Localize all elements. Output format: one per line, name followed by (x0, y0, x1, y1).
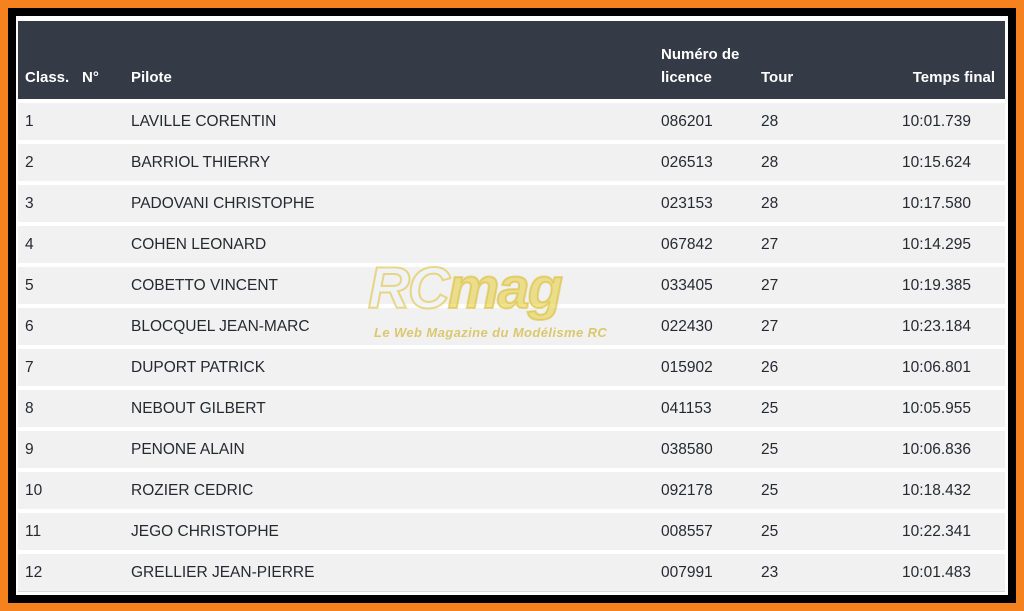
cell-class: 2 (18, 140, 82, 184)
cell-temps: 10:15.624 (808, 140, 1005, 184)
cell-num (82, 222, 126, 266)
cell-num (82, 386, 126, 430)
cell-num (82, 345, 126, 389)
cell-num (82, 468, 126, 512)
cell-pilote: BARRIOL THIERRY (126, 140, 653, 184)
cell-temps: 10:19.385 (808, 263, 1005, 307)
cell-licence: 067842 (653, 222, 753, 266)
cell-tour: 25 (753, 386, 808, 430)
table-row: 5 COBETTO VINCENT 033405 27 10:19.385 (18, 263, 1005, 307)
content-area: Class. N° Pilote Numéro de licence Tour … (8, 8, 1016, 603)
cell-num (82, 263, 126, 307)
cell-class: 12 (18, 550, 82, 592)
cell-pilote: PADOVANI CHRISTOPHE (126, 181, 653, 225)
cell-class: 3 (18, 181, 82, 225)
cell-pilote: NEBOUT GILBERT (126, 386, 653, 430)
cell-temps: 10:22.341 (808, 509, 1005, 553)
cell-temps: 10:17.580 (808, 181, 1005, 225)
col-header-class: Class. (18, 21, 82, 101)
table-row: 7 DUPORT PATRICK 015902 26 10:06.801 (18, 345, 1005, 389)
table-row: 11 JEGO CHRISTOPHE 008557 25 10:22.341 (18, 509, 1005, 553)
cell-class: 1 (18, 99, 82, 143)
cell-temps: 10:18.432 (808, 468, 1005, 512)
col-header-licence: Numéro de licence (653, 21, 753, 101)
cell-tour: 27 (753, 304, 808, 348)
cell-licence: 086201 (653, 99, 753, 143)
cell-licence: 008557 (653, 509, 753, 553)
table-row: 6 BLOCQUEL JEAN-MARC 022430 27 10:23.184 (18, 304, 1005, 348)
cell-licence: 026513 (653, 140, 753, 184)
cell-tour: 28 (753, 140, 808, 184)
table-row: 2 BARRIOL THIERRY 026513 28 10:15.624 (18, 140, 1005, 184)
col-header-pilote: Pilote (126, 21, 653, 101)
cell-temps: 10:06.801 (808, 345, 1005, 389)
cell-temps: 10:01.483 (808, 550, 1005, 592)
cell-licence: 033405 (653, 263, 753, 307)
col-header-temps: Temps final (808, 21, 1005, 101)
cell-tour: 25 (753, 427, 808, 471)
cell-temps: 10:01.739 (808, 99, 1005, 143)
cell-class: 10 (18, 468, 82, 512)
cell-class: 11 (18, 509, 82, 553)
cell-class: 7 (18, 345, 82, 389)
cell-class: 8 (18, 386, 82, 430)
table-row: 10 ROZIER CEDRIC 092178 25 10:18.432 (18, 468, 1005, 512)
cell-licence: 041153 (653, 386, 753, 430)
table-row: 4 COHEN LEONARD 067842 27 10:14.295 (18, 222, 1005, 266)
cell-temps: 10:05.955 (808, 386, 1005, 430)
cell-class: 4 (18, 222, 82, 266)
table-row: 8 NEBOUT GILBERT 041153 25 10:05.955 (18, 386, 1005, 430)
cell-licence: 038580 (653, 427, 753, 471)
cell-temps: 10:23.184 (808, 304, 1005, 348)
cell-pilote: GRELLIER JEAN-PIERRE (126, 550, 653, 592)
cell-num (82, 99, 126, 143)
cell-tour: 25 (753, 468, 808, 512)
col-header-num: N° (82, 21, 126, 101)
cell-tour: 27 (753, 263, 808, 307)
cell-num (82, 181, 126, 225)
table-row: 1 LAVILLE CORENTIN 086201 28 10:01.739 (18, 99, 1005, 143)
cell-pilote: ROZIER CEDRIC (126, 468, 653, 512)
cell-licence: 007991 (653, 550, 753, 592)
cell-class: 5 (18, 263, 82, 307)
cell-num (82, 509, 126, 553)
results-table: Class. N° Pilote Numéro de licence Tour … (18, 21, 1005, 592)
cell-tour: 28 (753, 99, 808, 143)
cell-temps: 10:14.295 (808, 222, 1005, 266)
cell-num (82, 140, 126, 184)
cell-pilote: COHEN LEONARD (126, 222, 653, 266)
header-row: Class. N° Pilote Numéro de licence Tour … (18, 21, 1005, 101)
cell-num (82, 427, 126, 471)
cell-pilote: PENONE ALAIN (126, 427, 653, 471)
col-header-tour: Tour (753, 21, 808, 101)
cell-class: 9 (18, 427, 82, 471)
cell-licence: 015902 (653, 345, 753, 389)
cell-pilote: COBETTO VINCENT (126, 263, 653, 307)
cell-pilote: DUPORT PATRICK (126, 345, 653, 389)
cell-num (82, 304, 126, 348)
cell-class: 6 (18, 304, 82, 348)
table-row: 3 PADOVANI CHRISTOPHE 023153 28 10:17.58… (18, 181, 1005, 225)
cell-licence: 022430 (653, 304, 753, 348)
cell-tour: 25 (753, 509, 808, 553)
cell-tour: 23 (753, 550, 808, 592)
table-row: 9 PENONE ALAIN 038580 25 10:06.836 (18, 427, 1005, 471)
cell-licence: 023153 (653, 181, 753, 225)
cell-tour: 27 (753, 222, 808, 266)
cell-tour: 26 (753, 345, 808, 389)
table-row: 12 GRELLIER JEAN-PIERRE 007991 23 10:01.… (18, 550, 1005, 592)
cell-temps: 10:06.836 (808, 427, 1005, 471)
cell-licence: 092178 (653, 468, 753, 512)
cell-tour: 28 (753, 181, 808, 225)
cell-pilote: BLOCQUEL JEAN-MARC (126, 304, 653, 348)
cell-pilote: JEGO CHRISTOPHE (126, 509, 653, 553)
cell-num (82, 550, 126, 592)
cell-pilote: LAVILLE CORENTIN (126, 99, 653, 143)
